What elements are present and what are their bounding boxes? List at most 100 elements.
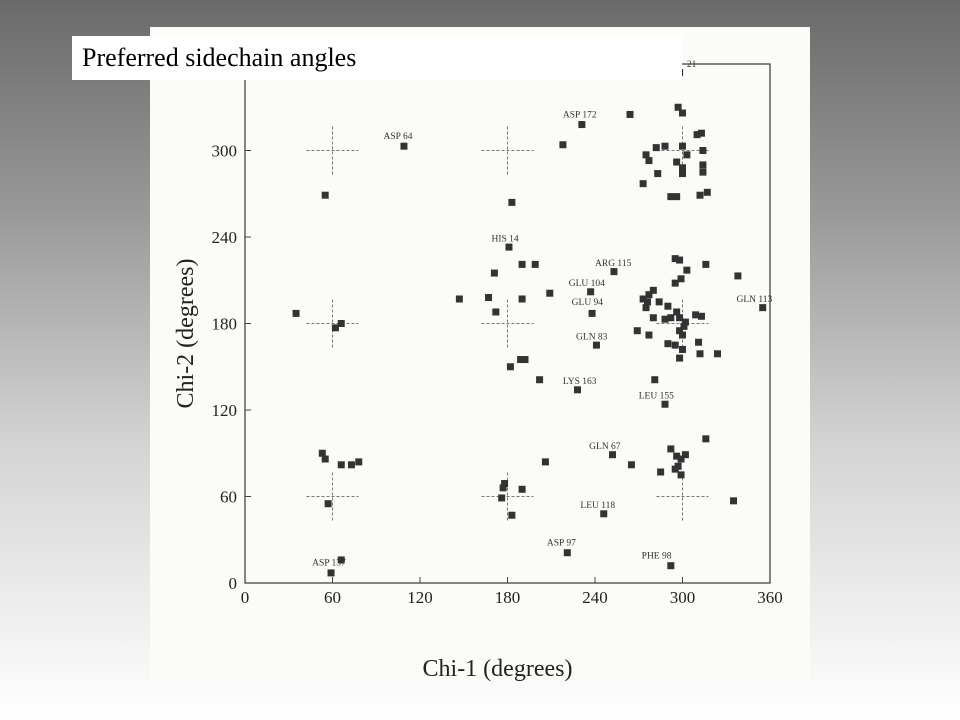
data-point: [681, 318, 689, 326]
data-point: [667, 562, 675, 570]
data-point: [679, 170, 686, 178]
data-point: [517, 356, 525, 364]
data-point: [337, 320, 345, 327]
data-point: [508, 511, 516, 519]
x-tick-label: 360: [757, 588, 783, 607]
x-tick-label: 240: [582, 588, 608, 607]
data-point: [652, 144, 660, 152]
data-point: [627, 461, 635, 469]
data-point: [673, 452, 681, 460]
point-label: GLU 104: [569, 279, 605, 289]
point-labels: ASP 64 ASP 172 21 HIS 14 ARG 115 GLU 104 GLU 9…: [312, 60, 772, 569]
data-point: [321, 455, 329, 463]
data-point: [499, 484, 507, 492]
slide-title: Preferred sidechain angles: [72, 36, 682, 80]
data-point: [318, 449, 326, 457]
data-point: [702, 435, 710, 443]
data-point: [501, 480, 509, 488]
data-point: [541, 458, 549, 466]
data-point: [695, 338, 703, 346]
data-point: [679, 164, 686, 172]
data-point: [642, 304, 650, 312]
x-tick-label: 300: [670, 588, 696, 607]
data-point: [455, 295, 463, 303]
x-tick-label: 180: [495, 588, 521, 607]
point-label: LEU 155: [639, 391, 674, 401]
data-point: [699, 161, 707, 169]
data-point: [697, 312, 705, 320]
data-point: [531, 260, 539, 268]
data-point: [492, 308, 500, 316]
x-tick-label: 120: [407, 588, 433, 607]
x-axis-title: Chi-1 (degrees): [423, 656, 573, 682]
data-point: [667, 193, 675, 201]
data-point: [697, 129, 705, 137]
data-point: [671, 341, 679, 349]
y-tick-label: 120: [212, 401, 238, 420]
y-tick-label: 180: [212, 315, 238, 334]
data-point: [693, 131, 701, 139]
data-point: [664, 302, 672, 310]
data-point: [673, 158, 681, 166]
point-label: GLN 67: [589, 442, 621, 452]
point-label: ASP 137: [312, 559, 346, 569]
data-point: [337, 556, 345, 564]
data-point: [324, 500, 332, 508]
data-point: [292, 309, 300, 317]
data-point: [600, 510, 608, 518]
data-point: [699, 147, 707, 154]
data-point: [536, 376, 544, 384]
data-point: [657, 468, 665, 476]
data-point: [664, 340, 672, 348]
x-tick-label: 0: [241, 588, 250, 607]
data-point: [626, 110, 634, 118]
x-tick-label: 60: [324, 588, 341, 607]
point-label: ASP 97: [547, 539, 576, 549]
data-point: [661, 142, 669, 150]
data-point: [485, 294, 493, 302]
data-point: [506, 363, 514, 371]
axis-ticks: 0 60 120 180 240 300 360 0 60 120 180 240 300: [212, 142, 783, 608]
data-point: [587, 288, 595, 296]
data-point: [639, 180, 647, 188]
data-point: [714, 350, 721, 358]
data-point: [703, 188, 711, 196]
data-point: [671, 279, 679, 287]
data-point: [592, 341, 600, 349]
data-point: [661, 400, 669, 408]
data-point: [676, 256, 684, 264]
data-points: [292, 66, 767, 577]
data-point: [645, 157, 653, 165]
data-point: [679, 345, 686, 353]
point-label: LEU 118: [580, 501, 615, 511]
data-point: [574, 386, 581, 394]
data-point: [518, 295, 526, 303]
data-point: [654, 170, 662, 178]
data-point: [546, 289, 554, 297]
data-point: [610, 268, 618, 276]
data-point: [649, 314, 657, 322]
data-point: [677, 275, 685, 283]
data-point: [677, 471, 685, 479]
point-label: ASP 64: [384, 132, 413, 142]
data-point: [609, 451, 616, 459]
data-point: [680, 322, 688, 330]
data-point: [655, 298, 663, 306]
data-point: [505, 243, 513, 251]
y-tick-label: 60: [220, 488, 237, 507]
point-label: GLU 94: [572, 298, 604, 308]
data-point: [676, 354, 684, 362]
data-point: [563, 549, 571, 557]
data-point: [518, 485, 526, 493]
data-point: [673, 193, 681, 201]
data-point: [679, 331, 686, 339]
data-point: [633, 327, 641, 335]
data-point: [667, 314, 675, 322]
data-point: [683, 266, 691, 274]
point-label: LYS 163: [563, 377, 597, 387]
y-tick-label: 300: [212, 142, 238, 161]
data-point: [676, 314, 684, 322]
y-axis-title: Chi-2 (degrees): [173, 259, 199, 409]
point-label: ASP 172: [563, 110, 597, 120]
